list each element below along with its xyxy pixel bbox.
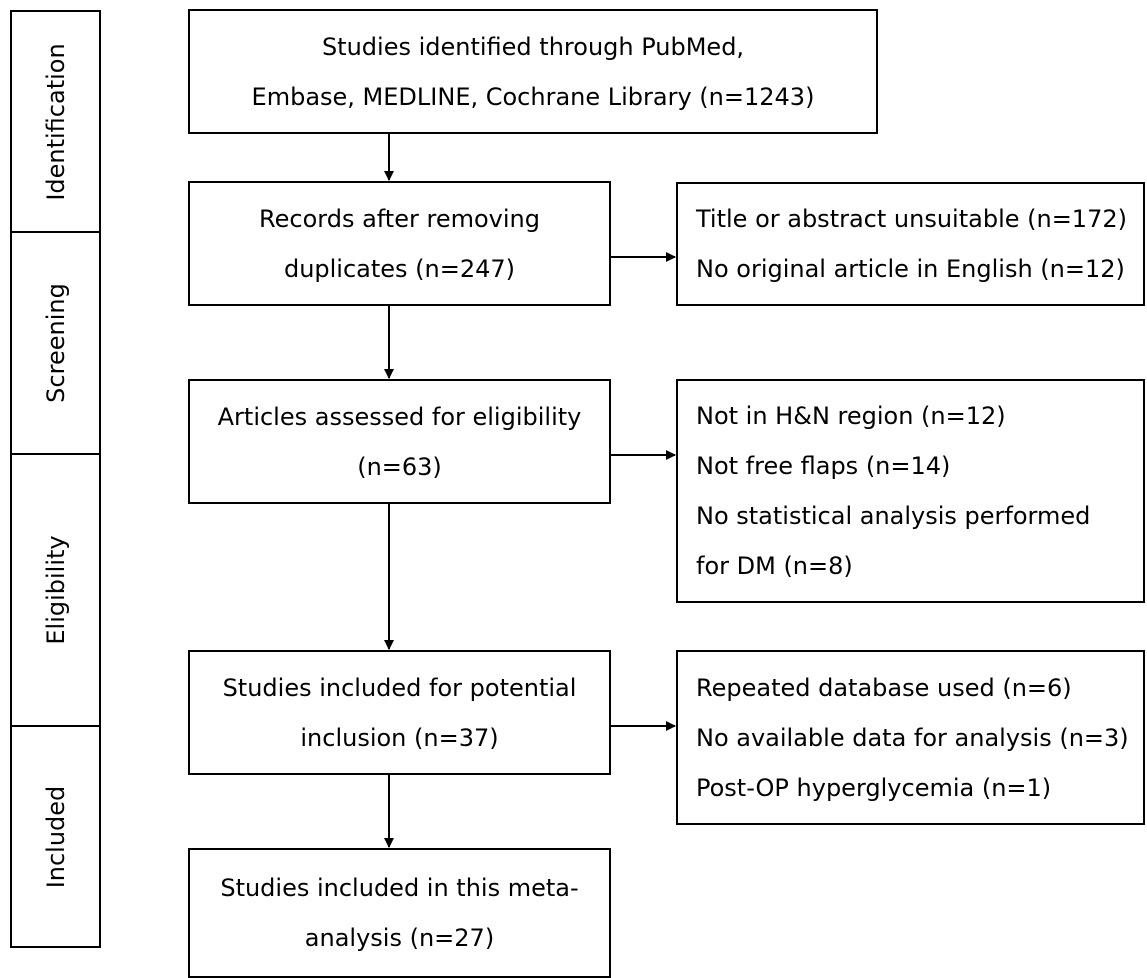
final-line-2: analysis (n=27)	[304, 924, 495, 952]
eligibility-exclusion-1: Not in H&N region (n=12)	[696, 402, 1006, 430]
eligibility-exclusion-box: Not in H&N region (n=12) Not free flaps …	[676, 379, 1145, 603]
eligibility-exclusion-3: No statistical analysis performed	[696, 502, 1091, 530]
identified-line-2: Embase, MEDLINE, Cochrane Library (n=124…	[251, 82, 815, 111]
records-line-2: duplicates (n=247)	[283, 254, 516, 283]
records-box: Records after removing duplicates (n=247…	[188, 181, 611, 306]
inclusion-exclusion-1: Repeated database used (n=6)	[696, 673, 1072, 702]
assessed-line-2: (n=63)	[357, 452, 442, 481]
assessed-box: Articles assessed for eligibility (n=63)	[188, 379, 611, 504]
stage-identification: Identification	[10, 10, 101, 233]
screening-exclusion-box: Title or abstract unsuitable (n=172) No …	[676, 182, 1145, 306]
identified-line-1: Studies identified through PubMed,	[321, 32, 745, 61]
inclusion-exclusion-3: Post-OP hyperglycemia (n=1)	[696, 773, 1052, 802]
potential-line-2: inclusion (n=37)	[300, 723, 499, 752]
eligibility-exclusion-4: for DM (n=8)	[696, 552, 853, 580]
inclusion-exclusion-2: No available data for analysis (n=3)	[696, 723, 1129, 752]
potential-box: Studies included for potential inclusion…	[188, 650, 611, 775]
potential-line-1: Studies included for potential	[222, 673, 577, 702]
final-box: Studies included in this meta- analysis …	[188, 848, 611, 978]
final-line-1: Studies included in this meta-	[220, 874, 579, 902]
identified-box: Studies identified through PubMed, Embas…	[188, 9, 878, 134]
stage-included: Included	[10, 725, 101, 948]
inclusion-exclusion-box: Repeated database used (n=6) No availabl…	[676, 650, 1145, 825]
assessed-line-1: Articles assessed for eligibility	[217, 402, 582, 431]
screening-exclusion-1: Title or abstract unsuitable (n=172)	[696, 205, 1127, 233]
eligibility-exclusion-2: Not free flaps (n=14)	[696, 452, 951, 480]
records-line-1: Records after removing	[259, 204, 540, 233]
stage-screening: Screening	[10, 231, 101, 455]
screening-exclusion-2: No original article in English (n=12)	[696, 255, 1125, 283]
